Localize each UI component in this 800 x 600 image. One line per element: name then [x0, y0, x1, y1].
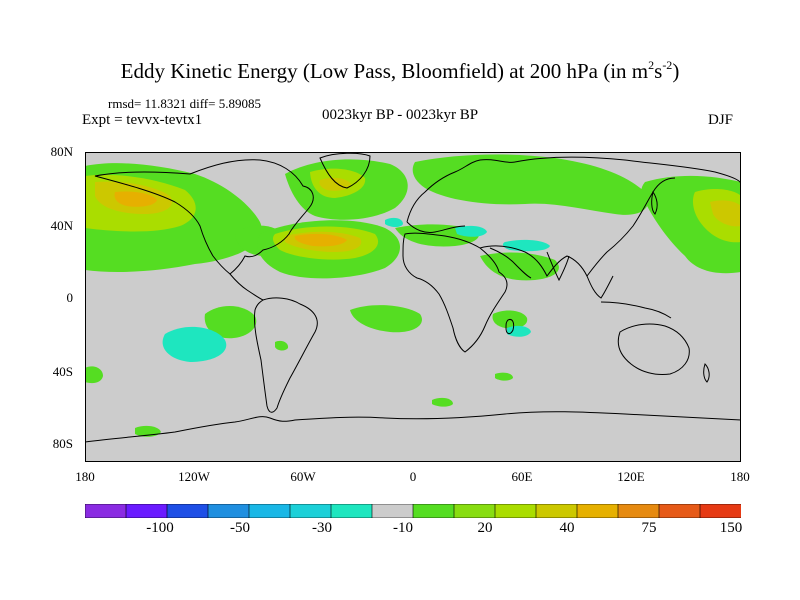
south-atlantic-green [350, 305, 422, 333]
x-tick-label: 120E [617, 469, 645, 484]
colorbar-label: -100 [146, 520, 174, 536]
strong-positive-regions [85, 168, 741, 260]
colorbar-swatch [453, 504, 496, 518]
colorbar-swatch [125, 504, 168, 518]
madagascar-coast [505, 319, 515, 335]
greenland-coast [319, 152, 371, 189]
mediterranean-cyan [455, 225, 487, 237]
colorbar-label: -10 [393, 520, 413, 536]
x-tick-label: 60W [290, 469, 316, 484]
colorbar-swatch [617, 504, 660, 518]
south-pacific-green-1 [204, 305, 257, 339]
colorbar-swatch [330, 504, 373, 518]
x-tick-label: 180 [730, 469, 750, 484]
coastlines [85, 152, 741, 443]
colorbar-label: -50 [230, 520, 250, 536]
x-tick-label: 0 [409, 469, 417, 484]
colorbar [85, 504, 741, 518]
south-ocean-green-2 [275, 340, 289, 351]
x-tick-label: 120W [178, 469, 210, 484]
colorbar-swatch [699, 504, 741, 518]
map-frame [85, 152, 741, 462]
season-label: DJF [708, 112, 734, 128]
colorbar-swatch [371, 504, 414, 518]
period-label: 0023kyr BP - 0023kyr BP [322, 107, 479, 123]
colorbar-swatch [412, 504, 455, 518]
south-ocean-green-1 [85, 366, 103, 384]
x-tick-label: 60E [511, 469, 533, 484]
south-ocean-green-4 [432, 397, 453, 407]
colorbar-swatch [85, 504, 127, 518]
colorbar-label: 40 [559, 520, 575, 536]
north-atlantic-cyan [385, 217, 403, 227]
negative-anomaly-regions [162, 217, 550, 362]
new-zealand-coast [703, 363, 710, 383]
africa-coast [402, 232, 508, 353]
central-america-coast [229, 273, 264, 301]
north-america-coast [94, 159, 314, 275]
southeast-asia-coast [586, 275, 672, 319]
colorbar-swatch [289, 504, 332, 518]
north-atlantic-gold [319, 177, 351, 191]
india-coast [546, 251, 570, 282]
eurasia-north-green [412, 154, 649, 215]
japan-coast [651, 190, 658, 215]
colorbar-swatch [248, 504, 291, 518]
y-tick-label: 40N [50, 218, 73, 233]
experiment-label: Expt = tevvx-tevtx1 [82, 112, 203, 128]
australia-coast [617, 323, 690, 375]
stats-text: rmsd= 11.8321 diff= 5.89085 [108, 96, 261, 111]
colorbar-label: 75 [641, 520, 657, 536]
y-tick-label: 80S [52, 436, 73, 451]
north-africa-green [480, 252, 559, 281]
colorbar-label: 150 [719, 520, 743, 536]
y-tick-label: 80N [50, 144, 73, 159]
colorbar-label: -30 [312, 520, 332, 536]
west-pacific-gold [710, 200, 741, 227]
map-title: Eddy Kinetic Energy (Low Pass, Bloomfiel… [120, 58, 680, 83]
subtropical-orange [294, 233, 347, 247]
colorbar-swatch [494, 504, 537, 518]
colorbar-label: 20 [477, 520, 493, 536]
antarctica-coast [85, 411, 741, 443]
south-pacific-cyan [162, 326, 227, 362]
y-tick-label: 0 [66, 290, 74, 305]
colorbar-swatch [658, 504, 701, 518]
south-ocean-green-3 [495, 372, 513, 381]
south-america-coast [254, 297, 318, 413]
colorbar-swatch [207, 504, 250, 518]
x-tick-label: 180 [75, 469, 95, 484]
colorbar-swatch [166, 504, 209, 518]
colorbar-swatch [535, 504, 578, 518]
colorbar-swatch [576, 504, 619, 518]
europe-coast [406, 159, 516, 233]
y-tick-label: 40S [52, 364, 73, 379]
arabia-coast [489, 247, 532, 279]
map-plot [85, 152, 741, 462]
north-pacific-orange [114, 191, 157, 207]
